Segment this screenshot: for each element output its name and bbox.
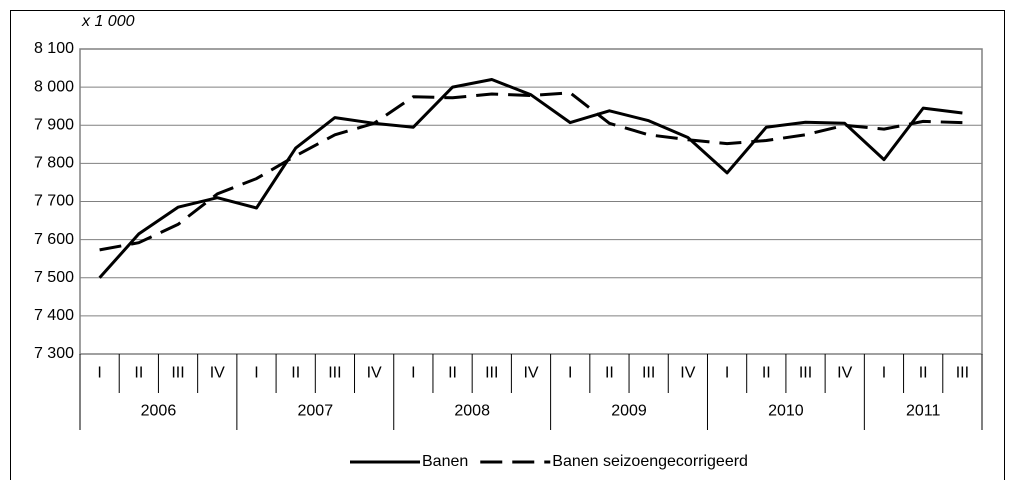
x-tick-label: I <box>411 365 415 382</box>
series-line <box>98 78 963 279</box>
x-tick-label: IV <box>523 365 538 382</box>
group-label: 2007 <box>298 403 334 420</box>
group-label: 2008 <box>454 403 490 420</box>
group-label: 2010 <box>768 403 804 420</box>
x-tick-label: III <box>956 365 969 382</box>
x-tick-label: I <box>725 365 729 382</box>
x-tick-label: I <box>97 365 101 382</box>
x-tick-label: III <box>485 365 498 382</box>
y-tick-label: 7 500 <box>34 269 74 286</box>
x-tick-label: III <box>171 365 184 382</box>
x-tick-label: III <box>799 365 812 382</box>
x-tick-label: IV <box>210 365 225 382</box>
x-tick-label: I <box>568 365 572 382</box>
legend-label: Banen seizoengecorrigeerd <box>552 453 748 470</box>
series-line <box>99 91 963 252</box>
y-tick-label: 7 700 <box>34 193 74 210</box>
group-label: 2006 <box>141 403 177 420</box>
y-tick-label: 7 800 <box>34 155 74 172</box>
y-tick-label: 7 600 <box>34 231 74 248</box>
y-tick-label: 8 000 <box>34 78 74 95</box>
x-tick-label: II <box>762 365 771 382</box>
x-tick-label: IV <box>837 365 852 382</box>
x-tick-label: II <box>919 365 928 382</box>
x-tick-label: IV <box>367 365 382 382</box>
chart-border <box>10 10 1005 480</box>
x-tick-label: IV <box>680 365 695 382</box>
x-tick-label: III <box>328 365 341 382</box>
y-tick-label: 7 300 <box>34 345 74 362</box>
x-tick-label: II <box>448 365 457 382</box>
x-tick-label: III <box>642 365 655 382</box>
plot-border <box>79 48 983 355</box>
y-tick-label: 7 400 <box>34 307 74 324</box>
x-tick-label: I <box>254 365 258 382</box>
y-tick-label: 7 900 <box>34 116 74 133</box>
group-label: 2009 <box>611 403 647 420</box>
x-tick-label: II <box>291 365 300 382</box>
x-tick-label: II <box>134 365 143 382</box>
x-tick-label: II <box>605 365 614 382</box>
y-tick-label: 8 100 <box>34 40 74 57</box>
unit-label: x 1 000 <box>81 13 135 30</box>
legend-label: Banen <box>422 453 468 470</box>
group-label: 2011 <box>906 403 941 420</box>
x-tick-label: I <box>882 365 886 382</box>
